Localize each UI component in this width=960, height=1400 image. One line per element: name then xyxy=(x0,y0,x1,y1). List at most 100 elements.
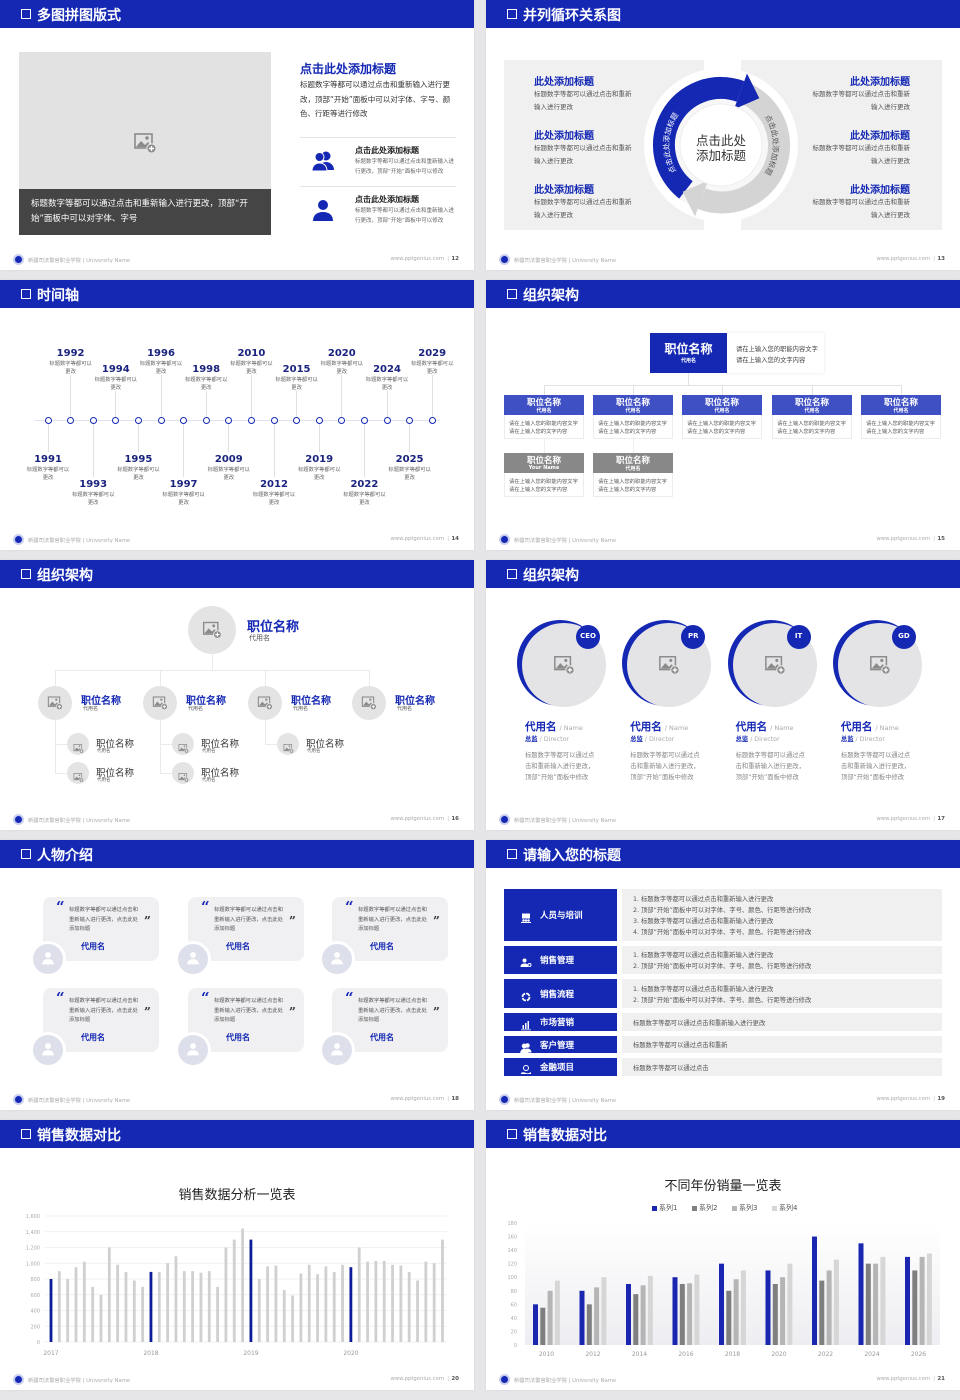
bar[interactable] xyxy=(926,1253,932,1346)
slide-6[interactable]: 组织架构 新疆司法警官职业学院 | University Name www.pptg… xyxy=(486,560,960,830)
bar[interactable] xyxy=(374,1260,378,1342)
avatar-circle[interactable] xyxy=(248,686,282,720)
timeline-node[interactable] xyxy=(338,416,346,424)
timeline-node[interactable] xyxy=(225,416,233,424)
timeline-node[interactable] xyxy=(383,416,391,424)
bar[interactable] xyxy=(357,1247,361,1343)
bar[interactable] xyxy=(765,1270,771,1345)
avatar-circle[interactable] xyxy=(38,686,72,720)
bar[interactable] xyxy=(679,1284,685,1345)
bar[interactable] xyxy=(740,1270,746,1345)
slide-4[interactable]: 组织架构 新疆司法警官职业学院 | University Name www.pptg… xyxy=(486,280,960,550)
timeline-node[interactable] xyxy=(202,416,210,424)
bar[interactable] xyxy=(199,1272,203,1342)
bar[interactable] xyxy=(157,1271,161,1342)
bar[interactable] xyxy=(74,1267,78,1342)
slide-10[interactable]: 销售数据对比 新疆司法警官职业学院 | University Name www.pp… xyxy=(486,1120,960,1390)
bar[interactable] xyxy=(366,1261,369,1342)
bar[interactable] xyxy=(257,1279,261,1342)
bar[interactable] xyxy=(341,1264,344,1342)
bar[interactable] xyxy=(687,1283,693,1345)
bar[interactable] xyxy=(91,1286,95,1342)
bar[interactable] xyxy=(141,1286,145,1342)
slide-3[interactable]: 时间轴 新疆司法警官职业学院 | University Name www.pptge… xyxy=(0,280,474,550)
bar[interactable] xyxy=(865,1263,871,1345)
slide-9[interactable]: 销售数据对比 新疆司法警官职业学院 | University Name www.pp… xyxy=(0,1120,474,1390)
footer-url[interactable]: www.pptgenius.com xyxy=(390,1376,444,1382)
bar[interactable] xyxy=(49,1279,53,1342)
bar[interactable] xyxy=(266,1266,269,1342)
bar[interactable] xyxy=(826,1270,832,1345)
slide-1[interactable]: 多图拼图版式 新疆司法警官职业学院 | University Name www.pp… xyxy=(0,0,474,270)
slide-8[interactable]: 请输入您的标题 新疆司法警官职业学院 | University Name www.p… xyxy=(486,840,960,1110)
timeline-node[interactable] xyxy=(112,416,120,424)
legend-label[interactable]: 系列3 xyxy=(739,1204,758,1212)
timeline-node[interactable] xyxy=(89,416,97,424)
bar[interactable] xyxy=(241,1228,244,1342)
bar[interactable] xyxy=(640,1285,646,1345)
bar[interactable] xyxy=(905,1256,910,1345)
bar[interactable] xyxy=(647,1275,653,1345)
bar[interactable] xyxy=(391,1264,394,1342)
legend-label[interactable]: 系列4 xyxy=(779,1204,798,1212)
bar[interactable] xyxy=(82,1261,86,1342)
bar[interactable] xyxy=(332,1271,336,1342)
bar[interactable] xyxy=(274,1265,278,1342)
bar[interactable] xyxy=(191,1271,195,1342)
bar[interactable] xyxy=(382,1260,386,1342)
bar[interactable] xyxy=(719,1263,724,1345)
bar[interactable] xyxy=(601,1277,607,1345)
bar[interactable] xyxy=(232,1239,236,1342)
bar[interactable] xyxy=(594,1287,600,1345)
bar[interactable] xyxy=(579,1290,585,1345)
bar[interactable] xyxy=(149,1271,153,1342)
bar[interactable] xyxy=(424,1261,428,1342)
timeline-node[interactable] xyxy=(360,416,368,424)
bar[interactable] xyxy=(586,1304,592,1345)
bar[interactable] xyxy=(174,1256,178,1342)
position-box-header[interactable] xyxy=(593,395,673,415)
bar[interactable] xyxy=(726,1290,732,1345)
position-box-header[interactable] xyxy=(682,395,762,415)
bar[interactable] xyxy=(399,1265,403,1342)
bar[interactable] xyxy=(441,1239,444,1342)
legend-label[interactable]: 系列2 xyxy=(699,1204,718,1212)
timeline-node[interactable] xyxy=(247,416,255,424)
bar[interactable] xyxy=(547,1290,553,1345)
bar[interactable] xyxy=(291,1295,294,1342)
bar[interactable] xyxy=(633,1294,639,1345)
timeline-node[interactable] xyxy=(134,416,142,424)
bar[interactable] xyxy=(116,1264,120,1342)
bar[interactable] xyxy=(166,1263,170,1342)
bar[interactable] xyxy=(873,1263,879,1345)
bar[interactable] xyxy=(307,1264,311,1342)
timeline-node[interactable] xyxy=(428,416,436,424)
footer-url[interactable]: www.pptgenius.com xyxy=(390,816,444,822)
category-button[interactable] xyxy=(504,1036,617,1053)
bar[interactable] xyxy=(216,1286,219,1342)
position-box-header[interactable] xyxy=(504,395,584,415)
timeline-node[interactable] xyxy=(44,416,52,424)
bar[interactable] xyxy=(912,1270,918,1345)
footer-url[interactable]: www.pptgenius.com xyxy=(876,256,930,262)
footer-url[interactable]: www.pptgenius.com xyxy=(390,1096,444,1102)
bar[interactable] xyxy=(919,1256,925,1345)
timeline-node[interactable] xyxy=(406,416,414,424)
bar[interactable] xyxy=(57,1271,61,1342)
bar[interactable] xyxy=(733,1279,739,1345)
bar[interactable] xyxy=(787,1263,793,1345)
bar[interactable] xyxy=(772,1284,778,1345)
bar[interactable] xyxy=(780,1277,786,1345)
bar[interactable] xyxy=(349,1267,353,1342)
bar[interactable] xyxy=(249,1239,253,1342)
bar[interactable] xyxy=(282,1290,286,1342)
bar[interactable] xyxy=(432,1263,436,1342)
bar[interactable] xyxy=(819,1280,825,1345)
top-avatar-circle[interactable] xyxy=(188,606,236,654)
avatar-circle[interactable] xyxy=(352,686,386,720)
bar[interactable] xyxy=(880,1256,886,1345)
timeline-node[interactable] xyxy=(270,416,278,424)
bar[interactable] xyxy=(132,1280,136,1342)
bar[interactable] xyxy=(812,1236,817,1345)
timeline-node[interactable] xyxy=(67,416,75,424)
